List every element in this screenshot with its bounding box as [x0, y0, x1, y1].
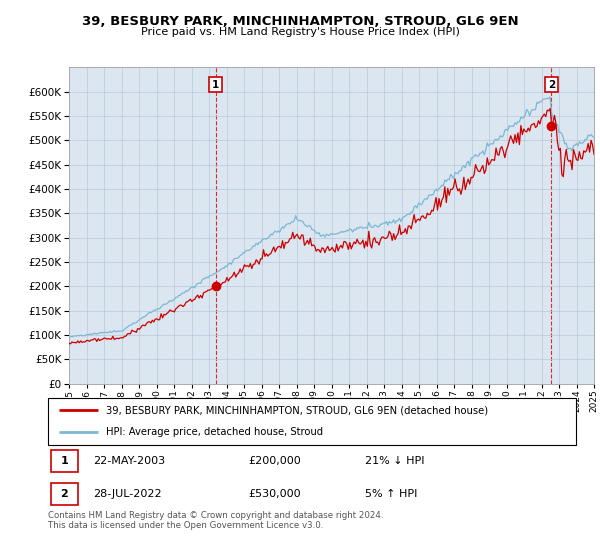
- Text: 1: 1: [212, 80, 219, 90]
- Text: 2: 2: [548, 80, 555, 90]
- Text: 5% ↑ HPI: 5% ↑ HPI: [365, 489, 417, 499]
- Text: 39, BESBURY PARK, MINCHINHAMPTON, STROUD, GL6 9EN (detached house): 39, BESBURY PARK, MINCHINHAMPTON, STROUD…: [106, 405, 488, 416]
- Bar: [50, 450, 78, 472]
- Text: HPI: Average price, detached house, Stroud: HPI: Average price, detached house, Stro…: [106, 427, 323, 437]
- Bar: [50, 483, 78, 505]
- Text: £530,000: £530,000: [248, 489, 301, 499]
- Text: 2: 2: [61, 489, 68, 499]
- Text: 22-MAY-2003: 22-MAY-2003: [93, 456, 165, 466]
- Text: Contains HM Land Registry data © Crown copyright and database right 2024.
This d: Contains HM Land Registry data © Crown c…: [48, 511, 383, 530]
- Text: 28-JUL-2022: 28-JUL-2022: [93, 489, 161, 499]
- Text: £200,000: £200,000: [248, 456, 301, 466]
- Text: 21% ↓ HPI: 21% ↓ HPI: [365, 456, 424, 466]
- Text: 1: 1: [61, 456, 68, 466]
- Text: 39, BESBURY PARK, MINCHINHAMPTON, STROUD, GL6 9EN: 39, BESBURY PARK, MINCHINHAMPTON, STROUD…: [82, 15, 518, 28]
- Text: Price paid vs. HM Land Registry's House Price Index (HPI): Price paid vs. HM Land Registry's House …: [140, 27, 460, 37]
